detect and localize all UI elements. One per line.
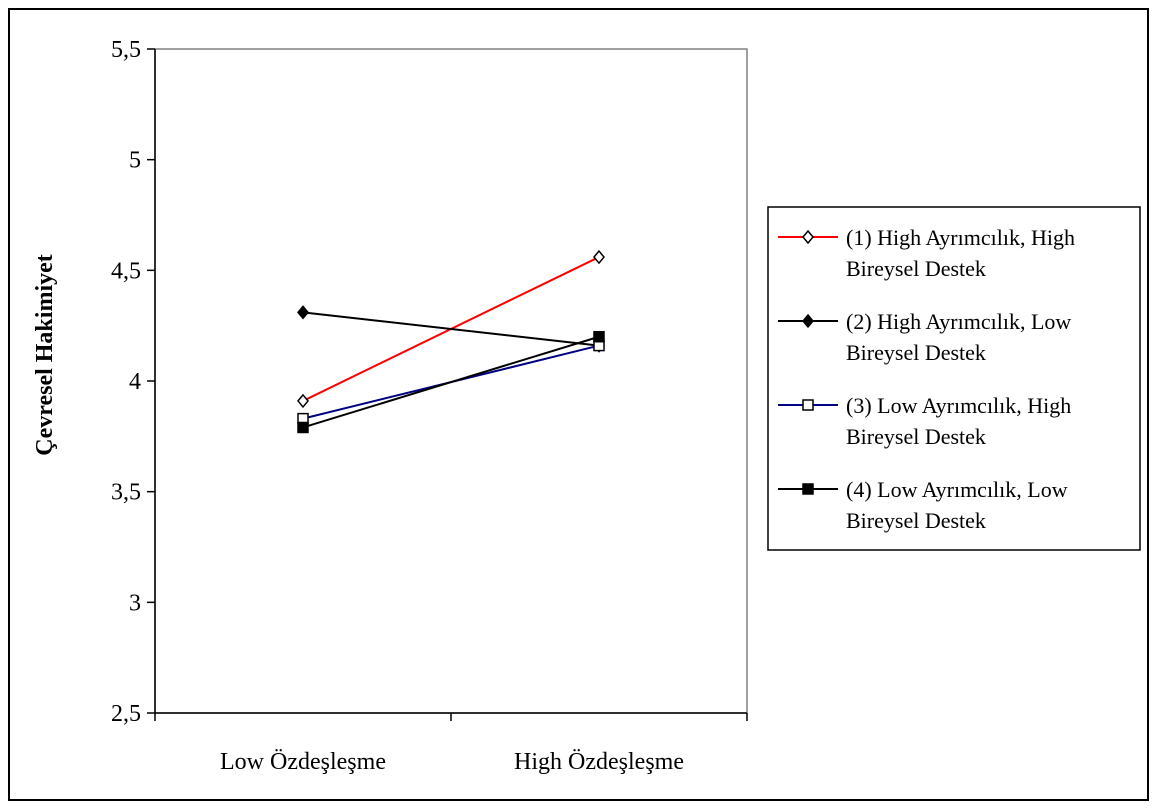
- x-category-label: Low Özdeşleşme: [220, 749, 386, 775]
- legend-label: (4) Low Ayrımcılık, Low: [846, 477, 1068, 502]
- legend-marker-3: [802, 399, 814, 411]
- legend-label: (2) High Ayrımcılık, Low: [846, 309, 1071, 334]
- legend-label: Bireysel Destek: [846, 256, 986, 281]
- plot-area: [154, 48, 748, 714]
- y-tick-label: 3: [129, 590, 141, 616]
- legend-box: [767, 206, 1141, 551]
- legend: (1) High Ayrımcılık, High Bireysel Destek…: [767, 206, 1141, 551]
- legend-label: Bireysel Destek: [846, 424, 986, 449]
- series-line-2: [302, 311, 600, 347]
- y-tick-label: 2,5: [111, 701, 141, 727]
- legend-label: (3) Low Ayrımcılık, High: [846, 393, 1071, 418]
- axes: 2,5 3 3,5 4 4,5 5 5,5 Low Özdeşleşme High Özdeşl…: [111, 37, 748, 775]
- data-point-series-1: [297, 393, 309, 409]
- data-point-series-4: [297, 421, 309, 434]
- data-point-series-1: [593, 249, 605, 265]
- x-category-label: High Özdeşleşme: [514, 749, 684, 775]
- legend-marker-4: [802, 483, 814, 495]
- data-point-series-2: [297, 305, 309, 320]
- series-line-4: [302, 335, 600, 429]
- legend-marker-1: [802, 229, 814, 245]
- y-tick-label: 4,5: [111, 258, 141, 284]
- legend-label: (1) High Ayrımcılık, High: [846, 225, 1075, 250]
- y-tick-label: 3,5: [111, 480, 141, 506]
- y-tick-label: 5,5: [111, 37, 141, 63]
- y-tick-label: 5: [129, 148, 141, 174]
- series-group: [297, 249, 605, 434]
- legend-label: Bireysel Destek: [846, 340, 986, 365]
- data-point-series-4: [593, 330, 605, 343]
- legend-marker-2: [802, 313, 814, 329]
- legend-label: Bireysel Destek: [846, 508, 986, 533]
- y-axis-label: Çevresel Hakimiyet: [32, 254, 58, 456]
- y-tick-label: 4: [129, 369, 141, 395]
